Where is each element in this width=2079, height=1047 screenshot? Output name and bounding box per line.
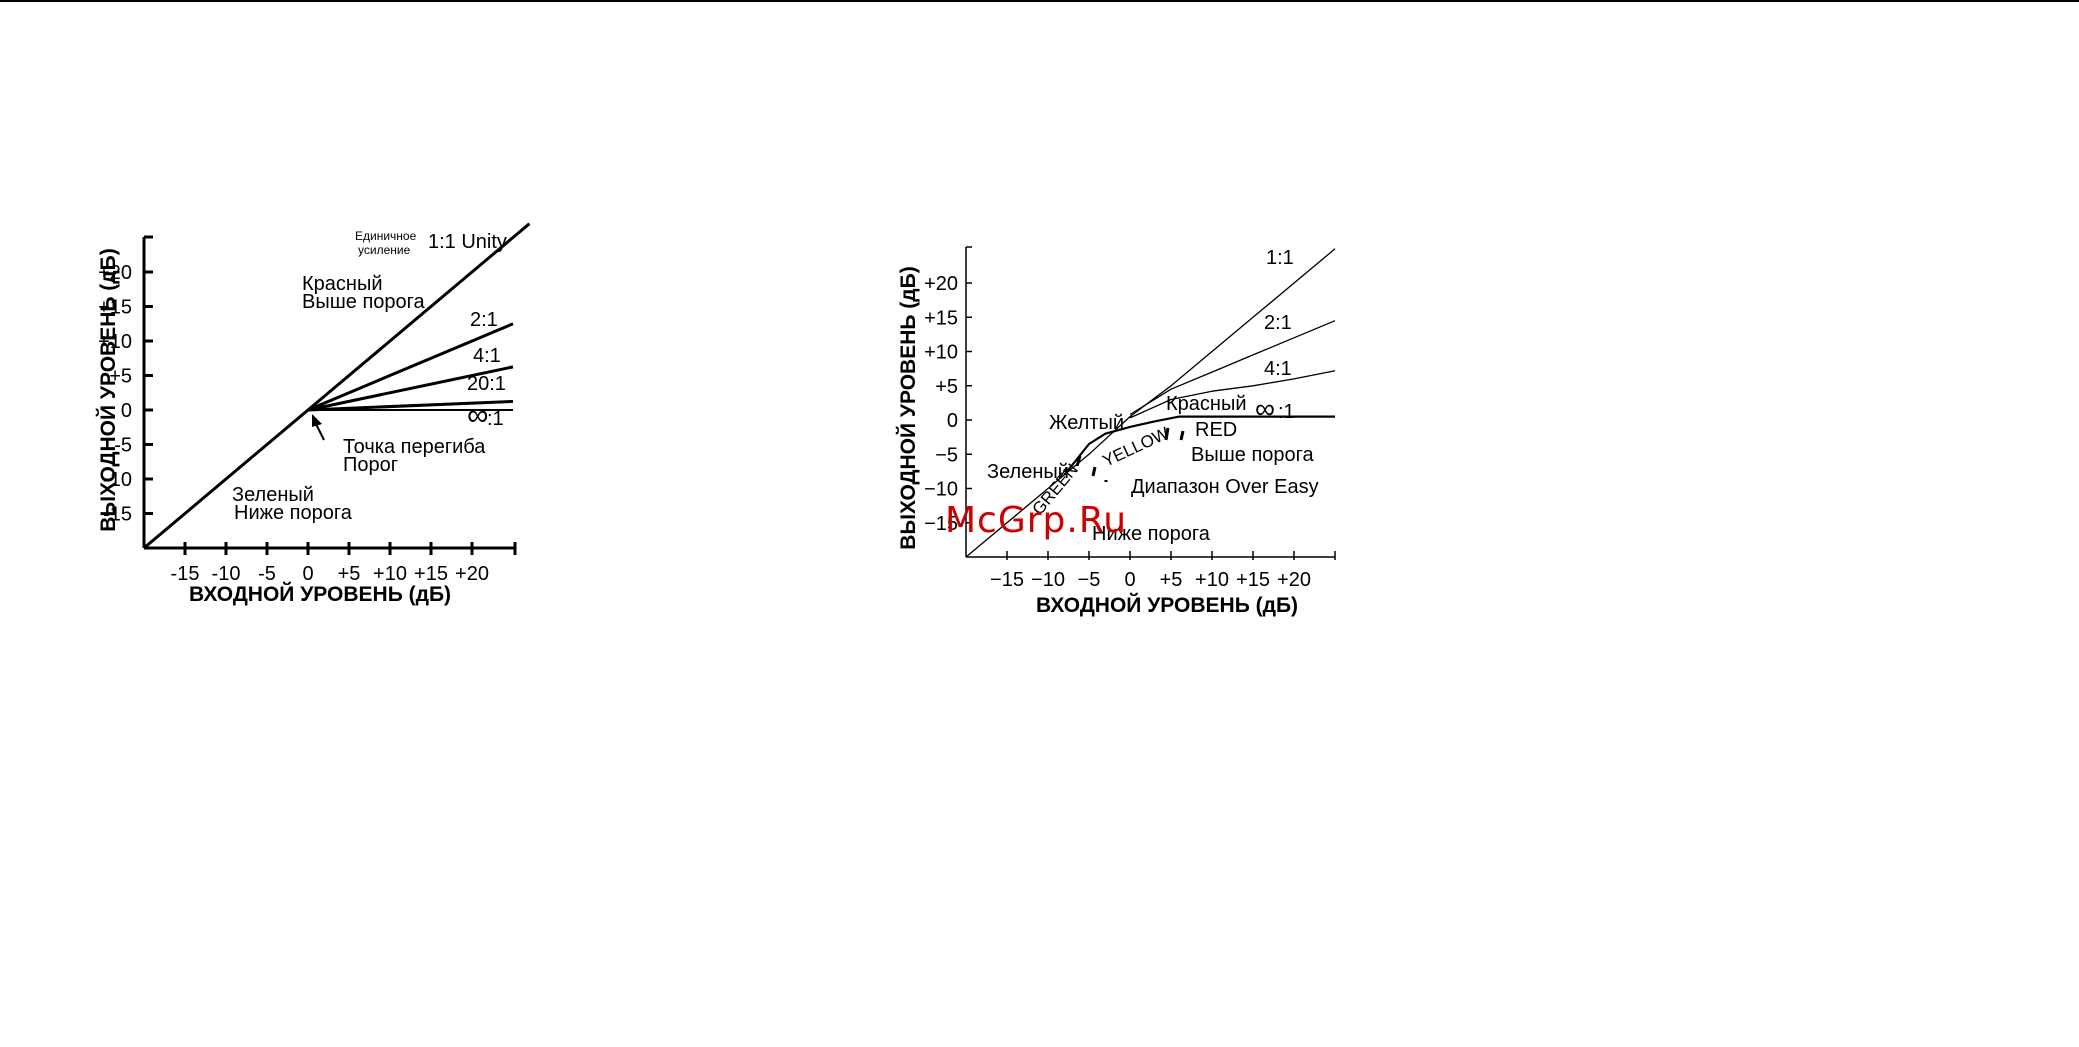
range-boundary-mark bbox=[1075, 455, 1082, 467]
region-label-below-threshold: Ниже порога bbox=[234, 502, 353, 524]
x-tick-label: +20 bbox=[455, 563, 489, 585]
x-tick-label: +10 bbox=[373, 563, 407, 585]
region-label-over-easy-range: Диапазон Over Easy bbox=[1131, 476, 1319, 498]
range-boundary-mark bbox=[1164, 427, 1170, 441]
y-tick-label: -15 bbox=[103, 504, 132, 526]
x-tick-label: −15 bbox=[990, 569, 1024, 591]
x-tick-label: +5 bbox=[1160, 569, 1183, 591]
region-label-green: Зеленый bbox=[232, 484, 314, 506]
x-tick-label: 0 bbox=[1124, 569, 1135, 591]
region-label-red-en: RED bbox=[1195, 419, 1237, 441]
region-label-red: Красный bbox=[1166, 393, 1247, 415]
series-line-2 bbox=[307, 322, 514, 412]
series-label-inf-ratio: :1 bbox=[487, 408, 504, 430]
x-tick-label: +5 bbox=[338, 563, 361, 585]
x-axis-title: ВХОДНОЙ УРОВЕНЬ (дБ) bbox=[1036, 593, 1298, 617]
series-line-4 bbox=[1063, 415, 1335, 476]
series-label-inf-ratio: :1 bbox=[1278, 401, 1295, 423]
watermark-text: McGrp.Ru bbox=[945, 500, 1128, 541]
x-axis-title: ВХОДНОЙ УРОВЕНЬ (дБ) bbox=[189, 582, 451, 606]
series-line-2 bbox=[1129, 320, 1336, 416]
unity-small-label: усиление bbox=[358, 243, 411, 257]
y-tick-label: +15 bbox=[98, 297, 132, 319]
x-tick-label: 0 bbox=[302, 563, 313, 585]
top-border-rule bbox=[0, 0, 2079, 2]
x-tick-label: -15 bbox=[171, 563, 200, 585]
threshold-label: Порог bbox=[343, 454, 398, 476]
series-line-3 bbox=[1129, 370, 1336, 419]
series-label-4-1: 4:1 bbox=[473, 345, 501, 367]
knee-arrow-shaft bbox=[315, 423, 325, 441]
knee-label: Точка перегиба bbox=[343, 436, 486, 458]
x-tick-label: +10 bbox=[1195, 569, 1229, 591]
region-label-above-threshold: Выше порога bbox=[302, 291, 425, 313]
range-boundary-mark bbox=[1091, 466, 1097, 477]
y-tick-label: +15 bbox=[924, 307, 958, 329]
x-tick-label: −5 bbox=[1078, 569, 1101, 591]
y-tick-label: +10 bbox=[98, 331, 132, 353]
series-label-20-1: 20:1 bbox=[467, 373, 506, 395]
y-tick-label: +5 bbox=[935, 376, 958, 398]
x-tick-label: +20 bbox=[1277, 569, 1311, 591]
series-label-1-1: 1:1 Unity bbox=[428, 231, 507, 253]
y-tick-label: +20 bbox=[98, 262, 132, 284]
series-line-1 bbox=[143, 222, 531, 550]
y-axis-title: ВЫХОДНОЙ УРОВЕНЬ (дБ) bbox=[96, 248, 120, 531]
x-tick-label: -5 bbox=[258, 563, 276, 585]
y-tick-label: +10 bbox=[924, 342, 958, 364]
range-boundary-mark bbox=[1179, 430, 1185, 441]
y-tick-label: −10 bbox=[924, 479, 958, 501]
x-tick-label: +15 bbox=[414, 563, 448, 585]
region-label-red: Красный bbox=[302, 273, 383, 295]
series-line-4 bbox=[307, 399, 514, 412]
region-label-yellow: Желтый bbox=[1049, 412, 1124, 434]
y-tick-label: -5 bbox=[114, 435, 132, 457]
y-tick-label: −15 bbox=[924, 513, 958, 535]
series-label-inf-symbol: ∞ bbox=[1255, 393, 1275, 424]
region-label-above-threshold: Выше порога bbox=[1191, 444, 1314, 466]
unity-small-label: Единичное bbox=[355, 229, 417, 243]
y-tick-label: +5 bbox=[109, 366, 132, 388]
y-tick-label: -10 bbox=[103, 469, 132, 491]
series-label-2-1: 2:1 bbox=[470, 309, 498, 331]
region-label-green: Зеленый bbox=[987, 461, 1069, 483]
x-tick-label: +15 bbox=[1236, 569, 1270, 591]
series-line-3 bbox=[307, 365, 514, 412]
y-tick-label: 0 bbox=[121, 400, 132, 422]
region-label-below-threshold: Ниже порога bbox=[1092, 523, 1211, 545]
series-label-inf-symbol: ∞ bbox=[467, 399, 488, 432]
series-label-1-1: 1:1 bbox=[1266, 247, 1294, 269]
x-tick-label: −10 bbox=[1031, 569, 1065, 591]
y-tick-label: +20 bbox=[924, 273, 958, 295]
y-tick-label: 0 bbox=[947, 410, 958, 432]
series-label-4-1: 4:1 bbox=[1264, 358, 1292, 380]
y-axis-title: ВЫХОДНОЙ УРОВЕНЬ (дБ) bbox=[896, 266, 920, 549]
x-tick-label: -10 bbox=[212, 563, 241, 585]
knee-arrow-head bbox=[312, 414, 322, 427]
y-tick-label: −5 bbox=[935, 444, 958, 466]
series-label-2-1: 2:1 bbox=[1264, 312, 1292, 334]
